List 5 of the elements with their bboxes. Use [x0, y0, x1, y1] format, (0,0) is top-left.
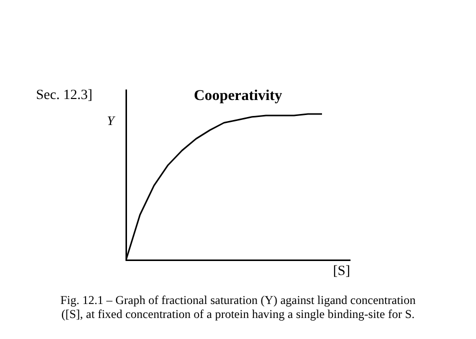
text: Sec. 12.3] — [36, 88, 92, 104]
caption: Fig. 12.1 – Graph of fractional saturation (Y) against ligand concentration ([S], at fixed concentration of a protein having a single binding-site for S. — [59, 293, 417, 321]
x-axis-title: [S] — [333, 264, 350, 280]
chart-title: Cooperativity — [194, 88, 282, 104]
y-axis-title: Y — [107, 113, 114, 129]
